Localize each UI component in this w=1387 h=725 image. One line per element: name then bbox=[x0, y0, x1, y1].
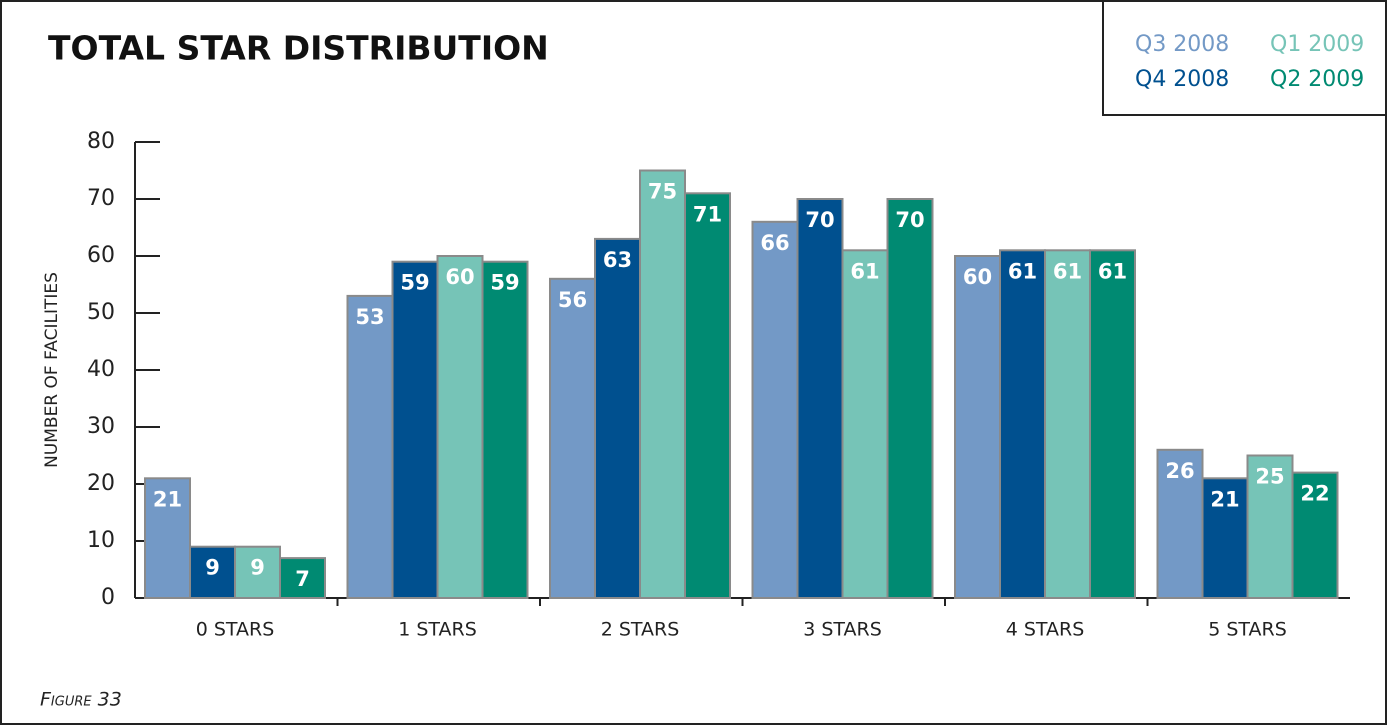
bar bbox=[1156, 448, 1204, 599]
x-tick-label: 3 STARS bbox=[803, 619, 882, 641]
chart-title: TOTAL STAR DISTRIBUTION bbox=[48, 29, 549, 68]
value-label: 71 bbox=[693, 202, 722, 226]
bar bbox=[1291, 471, 1339, 600]
y-tick-label: 10 bbox=[87, 528, 115, 553]
bar bbox=[144, 477, 191, 599]
bar bbox=[751, 220, 799, 600]
footer: Figure 33 bbox=[40, 689, 122, 711]
x-tick-label: 0 STARS bbox=[196, 619, 275, 641]
legend-entry: Q1 2009 bbox=[1270, 32, 1364, 57]
bar bbox=[1201, 477, 1249, 599]
y-tick-label: 70 bbox=[87, 186, 115, 211]
bar bbox=[594, 237, 641, 599]
value-label: 61 bbox=[1053, 259, 1082, 283]
bar bbox=[841, 249, 889, 600]
value-label: 7 bbox=[295, 567, 310, 591]
value-label: 53 bbox=[355, 305, 384, 329]
y-tick-label: 60 bbox=[87, 243, 115, 268]
bar bbox=[1044, 249, 1091, 600]
bar bbox=[346, 294, 394, 599]
x-tick-label: 2 STARS bbox=[601, 619, 680, 641]
bar bbox=[391, 260, 439, 599]
value-label: 26 bbox=[1165, 459, 1194, 483]
y-tick-label: 80 bbox=[87, 129, 115, 154]
value-label: 21 bbox=[153, 487, 182, 511]
value-label: 59 bbox=[400, 271, 429, 295]
bar bbox=[436, 255, 484, 599]
value-label: 21 bbox=[1210, 487, 1239, 511]
x-tick-label: 1 STARS bbox=[398, 619, 477, 641]
bar bbox=[999, 249, 1046, 600]
y-tick-label: 0 bbox=[101, 585, 115, 610]
value-label: 56 bbox=[558, 288, 587, 312]
value-label: 75 bbox=[648, 180, 677, 204]
value-label: 61 bbox=[850, 259, 879, 283]
bar bbox=[954, 255, 1001, 599]
bar bbox=[481, 260, 529, 599]
x-tick-label: 4 STARS bbox=[1006, 619, 1085, 641]
value-label: 70 bbox=[895, 208, 924, 232]
bar bbox=[279, 557, 326, 599]
value-label: 70 bbox=[805, 208, 834, 232]
legend-entry: Q2 2009 bbox=[1270, 67, 1364, 92]
bar bbox=[189, 545, 236, 600]
bar bbox=[639, 169, 686, 599]
y-tick-label: 50 bbox=[87, 300, 115, 325]
value-label: 63 bbox=[603, 248, 632, 272]
value-label: 9 bbox=[250, 556, 265, 580]
y-axis-label: NUMBER OF FACILITIES bbox=[42, 272, 62, 468]
legend-box bbox=[1102, 0, 1387, 116]
value-label: 60 bbox=[963, 265, 992, 289]
value-label: 61 bbox=[1008, 259, 1037, 283]
value-label: 61 bbox=[1098, 259, 1127, 283]
bar bbox=[1089, 249, 1136, 600]
value-label: 60 bbox=[445, 265, 474, 289]
value-label: 66 bbox=[760, 231, 789, 255]
y-tick-label: 20 bbox=[87, 471, 115, 496]
x-tick-label: 5 STARS bbox=[1208, 619, 1287, 641]
y-tick-label: 30 bbox=[87, 414, 115, 439]
bar bbox=[684, 192, 731, 600]
bar bbox=[796, 198, 844, 599]
y-tick-label: 40 bbox=[87, 357, 115, 382]
legend-entry: Q4 2008 bbox=[1135, 67, 1229, 92]
value-label: 22 bbox=[1300, 482, 1329, 506]
legend-entry: Q3 2008 bbox=[1135, 32, 1229, 57]
bar bbox=[549, 277, 596, 599]
value-label: 9 bbox=[205, 556, 220, 580]
bar bbox=[1246, 454, 1294, 599]
bar bbox=[886, 198, 934, 599]
value-label: 25 bbox=[1255, 465, 1284, 489]
value-label: 59 bbox=[490, 271, 519, 295]
